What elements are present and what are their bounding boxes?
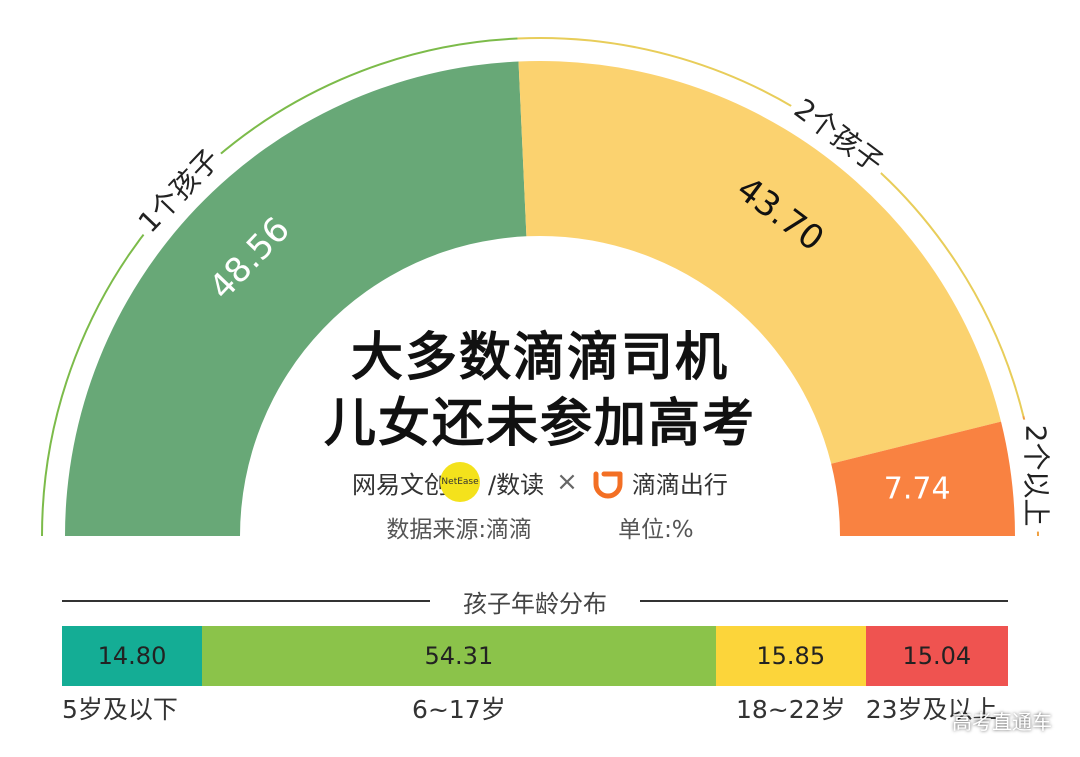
didi-logo-icon	[593, 471, 623, 499]
watermark: 高考直通车	[952, 710, 1052, 734]
chart-title-line2: 儿女还未参加高考	[323, 394, 756, 454]
netease-badge: NetEase	[440, 462, 481, 502]
gauge-category-label-2: 2个以上	[1016, 419, 1053, 532]
divider-right	[640, 600, 1008, 602]
age-section-heading: 孩子年龄分布	[62, 584, 1008, 618]
gauge-slice-0	[65, 61, 527, 537]
didi-brand: 滴滴出行	[631, 470, 728, 499]
age-distribution-bar: 14.80 54.31 15.85 15.04	[62, 626, 1008, 686]
gauge-slice-1	[518, 61, 1002, 464]
age-section-title: 孩子年龄分布	[463, 590, 607, 618]
svg-text:2个以上: 2个以上	[1019, 425, 1052, 527]
age-bar-segment-3: 15.04	[865, 626, 1008, 686]
age-category-label-1: 6~17岁	[412, 695, 506, 724]
age-category-label-2: 18~22岁	[735, 695, 846, 724]
age-bar-segment-2: 15.85	[715, 626, 866, 686]
age-bar-segment-0: 14.80	[62, 626, 202, 686]
chart-title-line1: 大多数滴滴司机	[350, 328, 729, 388]
age-category-labels: 5岁及以下 6~17岁 18~22岁 23岁及以上	[62, 690, 1008, 726]
gauge-value-label-2: 7.74	[884, 471, 951, 506]
age-bar-segment-1: 54.31	[202, 626, 716, 686]
divider-left	[62, 600, 430, 602]
collab-times: ×	[556, 467, 578, 497]
age-category-label-3: 23岁及以上	[865, 695, 998, 724]
meta-row: 数据来源:滴滴 单位:%	[0, 510, 1080, 544]
shudu-brand: /数读	[488, 470, 545, 499]
brand-row: 网易文创 NetEase /数读 × 滴滴出行	[0, 462, 1080, 502]
gauge-slice-2	[831, 421, 1015, 536]
unit-label: 单位:%	[618, 517, 694, 543]
netease-brand: 网易文创	[352, 470, 449, 499]
age-category-label-0: 5岁及以下	[62, 695, 178, 724]
data-source: 数据来源:滴滴	[386, 517, 533, 543]
